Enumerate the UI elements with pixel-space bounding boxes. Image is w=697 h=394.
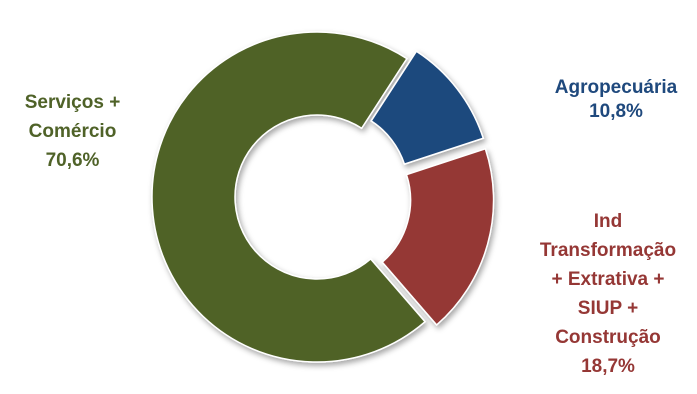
label-industria-line-1: Ind <box>593 211 623 232</box>
label-servicos-value: 70,6% <box>45 150 100 171</box>
label-industria-line-2: Transformação <box>539 240 677 261</box>
label-agropecuaria-name: Agropecuária <box>554 77 678 98</box>
slice-industria <box>381 147 495 326</box>
label-industria-value: 18,7% <box>581 356 635 377</box>
label-agropecuaria-value: 10,8% <box>589 101 643 122</box>
label-industria-line-4: SIUP + <box>577 298 639 319</box>
label-servicos-line-2: Comércio <box>28 121 117 142</box>
label-industria-line-3: + Extrativa + <box>551 269 665 290</box>
label-industria: Ind Transformação + Extrativa + SIUP + C… <box>519 207 697 381</box>
label-industria-line-5: Construção <box>555 327 661 348</box>
slice-servicos <box>151 31 427 363</box>
label-agropecuaria: Agropecuária 10,8% <box>535 76 697 124</box>
label-servicos: Serviços + Comércio 70,6% <box>0 88 145 175</box>
label-servicos-line-1: Serviços + <box>24 92 121 113</box>
slice-agropecuaria <box>370 50 485 166</box>
